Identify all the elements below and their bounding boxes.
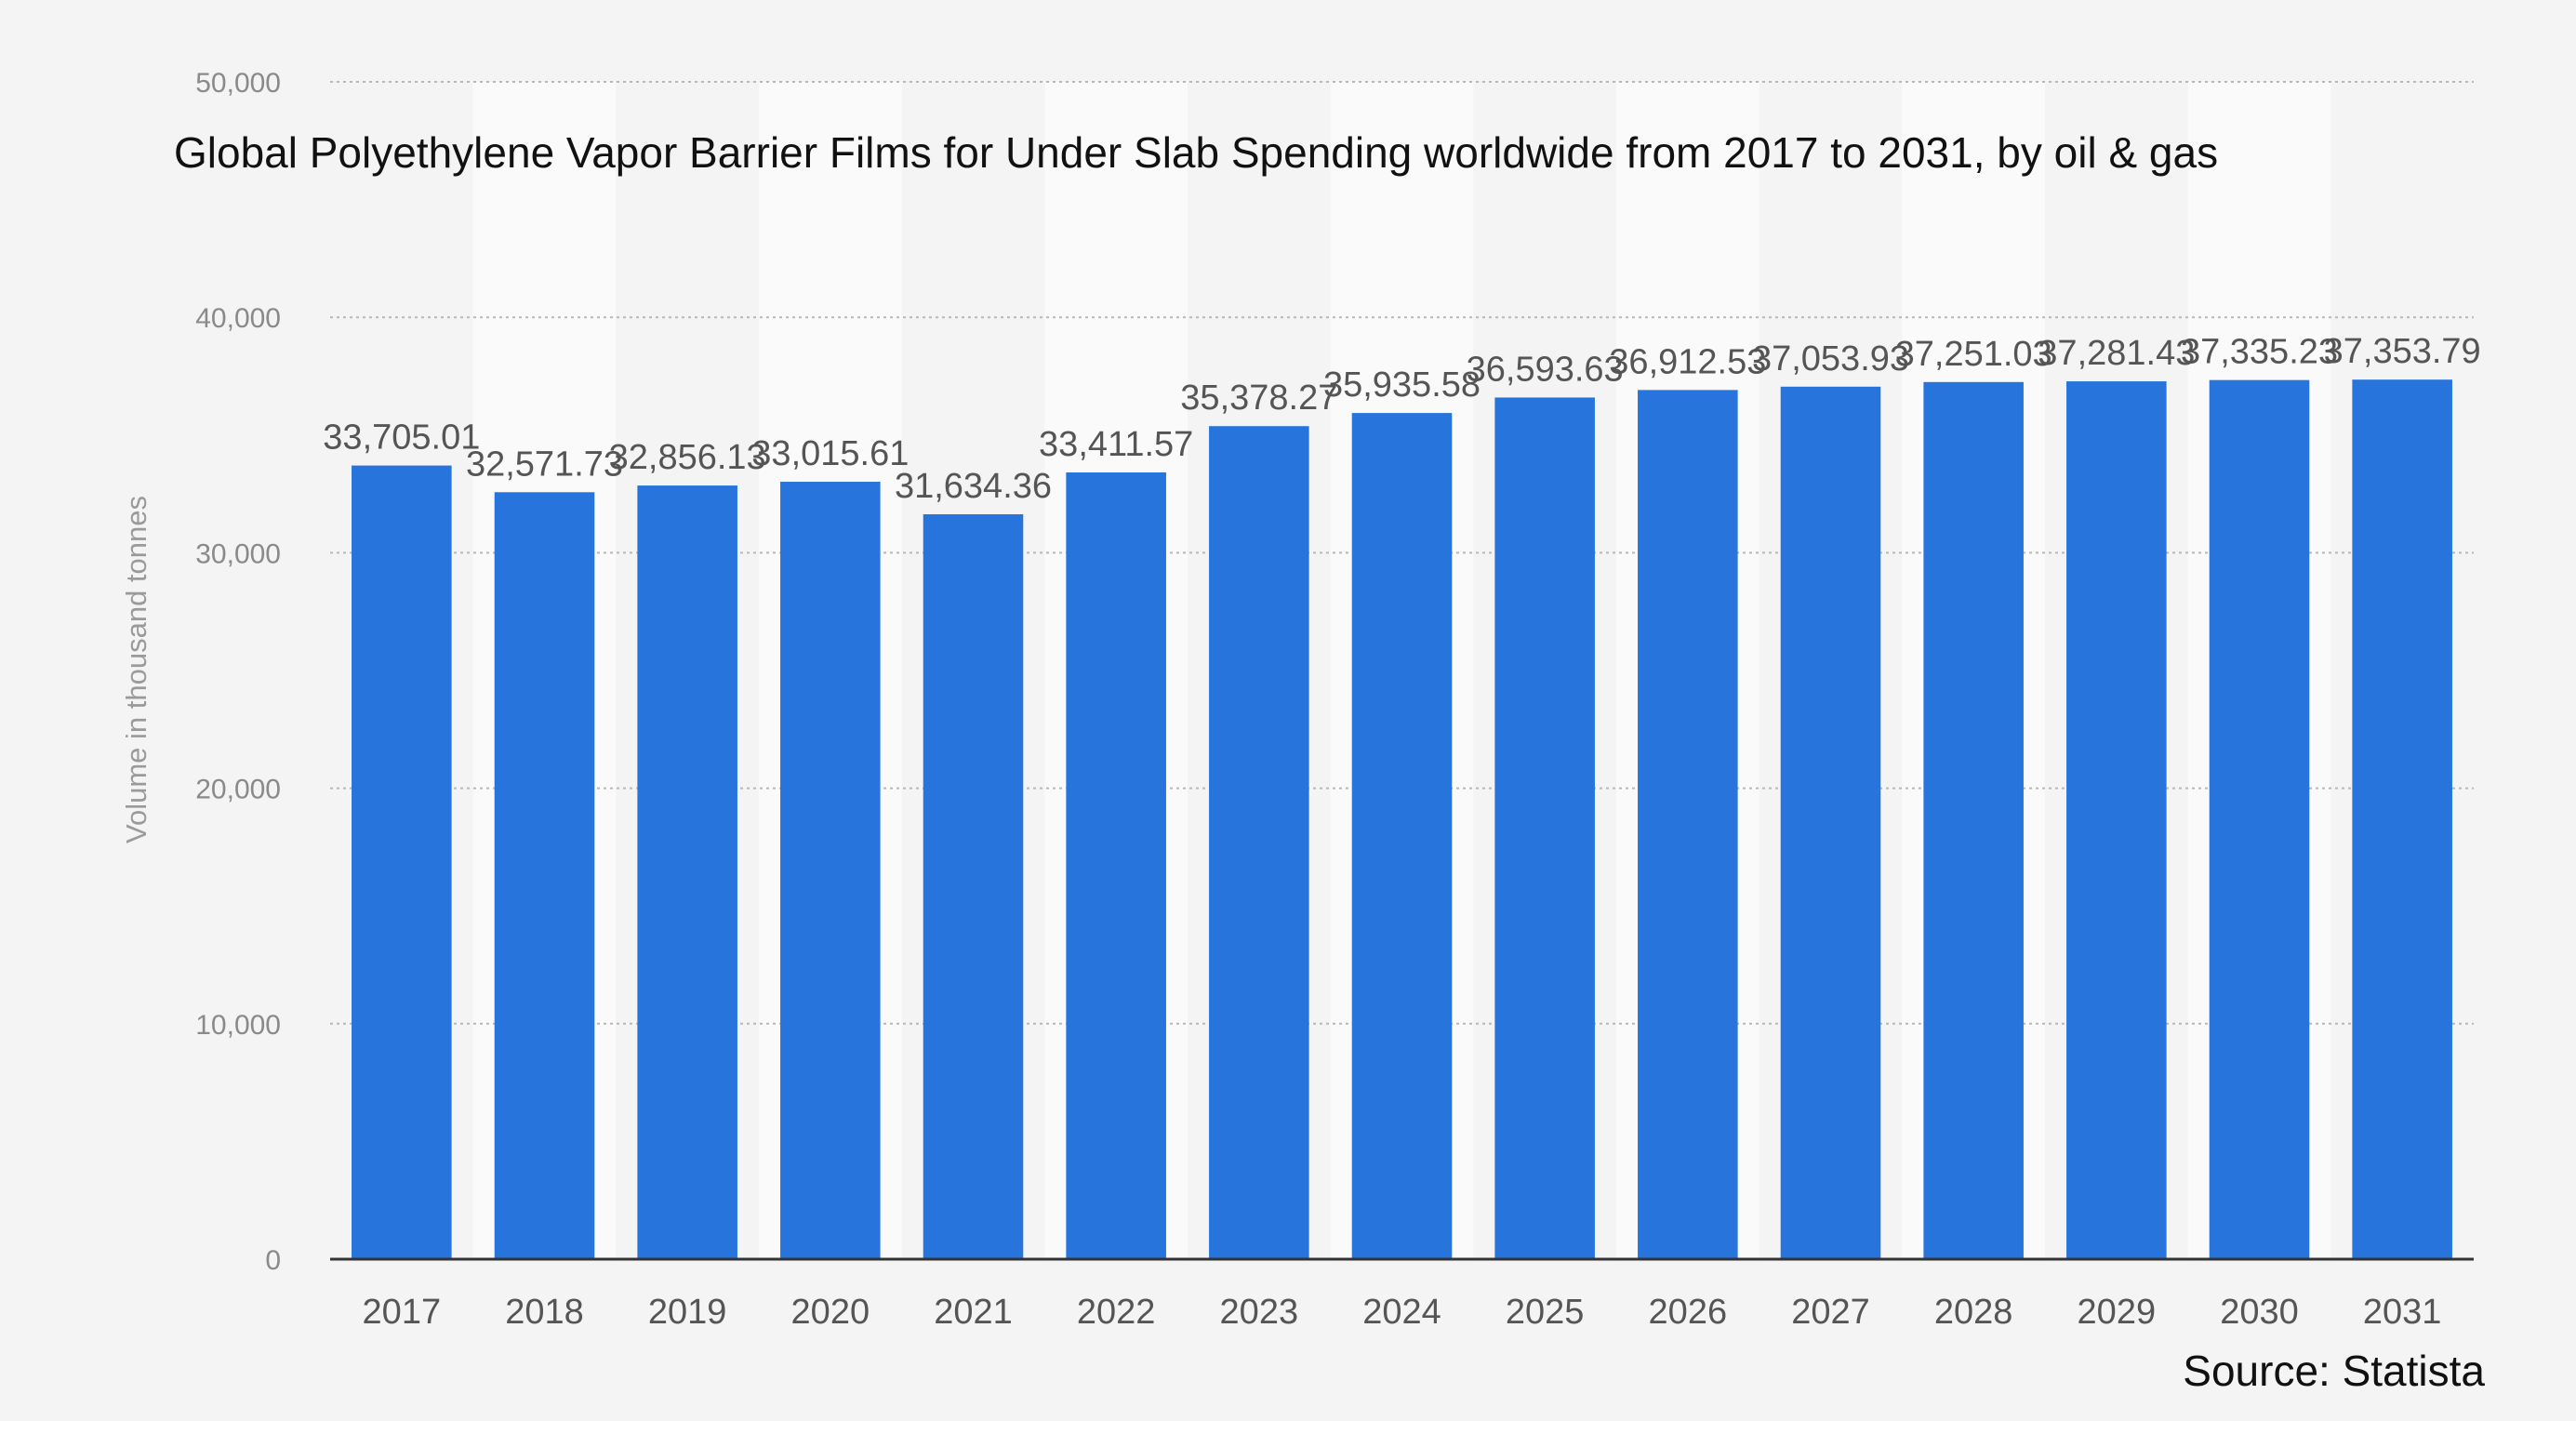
bar: [2352, 379, 2452, 1259]
x-tick-label: 2025: [1506, 1293, 1585, 1332]
bar-series: [352, 379, 2452, 1260]
x-tick-label: 2030: [2220, 1293, 2299, 1332]
bar: [352, 465, 452, 1260]
source-note: Source: Statista: [2183, 1347, 2485, 1395]
y-tick-label: 20,000: [195, 775, 281, 805]
y-tick-label: 50,000: [195, 68, 281, 99]
data-label: 37,053.93: [1752, 339, 1909, 378]
bar: [1351, 413, 1453, 1260]
data-label: 32,856.13: [609, 438, 766, 477]
bar: [2209, 379, 2310, 1259]
x-tick-label: 2028: [1934, 1293, 2013, 1332]
data-label: 33,411.57: [1039, 425, 1193, 464]
y-tick-label: 30,000: [195, 538, 281, 569]
data-label: 37,353.79: [2324, 332, 2481, 371]
data-label: 36,593.63: [1467, 350, 1624, 389]
bar: [1923, 381, 2024, 1259]
bar: [923, 514, 1024, 1259]
x-tick-label: 2022: [1077, 1293, 1156, 1332]
x-tick-label: 2018: [505, 1293, 584, 1332]
data-label: 36,912.53: [1609, 342, 1766, 381]
data-label: 35,378.27: [1180, 378, 1337, 418]
data-label: 32,571.73: [466, 445, 623, 484]
chart-title: Global Polyethylene Vapor Barrier Films …: [174, 128, 2218, 177]
bar: [780, 482, 881, 1259]
bar: [1494, 397, 1595, 1259]
data-labels: 33,705.0132,571.7332,856.1333,015.6131,6…: [323, 332, 2480, 506]
bar: [1209, 426, 1309, 1260]
y-axis-label: Volume in thousand tonnes: [120, 496, 153, 843]
x-tick-label: 2023: [1220, 1293, 1299, 1332]
bar: [494, 492, 595, 1259]
data-label: 37,335.23: [2181, 333, 2338, 372]
bar: [1780, 386, 1881, 1259]
x-tick-label: 2026: [1649, 1293, 1728, 1332]
x-tick-label: 2029: [2078, 1293, 2157, 1332]
x-axis-ticks: 2017 2018 2019 2020 2021 2022 2023 2024 2025 2026…: [363, 1293, 2442, 1332]
data-label: 37,251.03: [1895, 335, 2052, 374]
bar: [637, 485, 737, 1259]
data-label: 31,634.36: [895, 467, 1052, 506]
data-label: 37,281.43: [2038, 334, 2195, 373]
x-tick-label: 2027: [1791, 1293, 1870, 1332]
y-tick-label: 40,000: [195, 303, 281, 334]
bar: [1638, 390, 1738, 1259]
y-axis-ticks: 0 10,000 20,000 30,000 40,000 50,000: [195, 68, 281, 1276]
y-tick-label: 10,000: [195, 1010, 281, 1041]
x-tick-label: 2021: [934, 1293, 1013, 1332]
x-tick-label: 2024: [1362, 1293, 1441, 1332]
y-tick-label: 0: [265, 1245, 281, 1276]
x-tick-label: 2017: [363, 1293, 442, 1332]
bar: [1066, 472, 1166, 1259]
data-label: 33,015.61: [751, 434, 909, 473]
bar: [2066, 381, 2167, 1259]
x-tick-label: 2019: [648, 1293, 727, 1332]
data-label: 33,705.01: [323, 418, 480, 458]
x-tick-label: 2031: [2363, 1293, 2442, 1332]
x-tick-label: 2020: [791, 1293, 870, 1332]
data-label: 35,935.58: [1323, 365, 1481, 405]
